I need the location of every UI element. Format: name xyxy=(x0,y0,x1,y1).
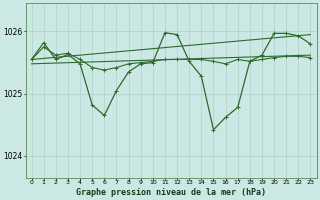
X-axis label: Graphe pression niveau de la mer (hPa): Graphe pression niveau de la mer (hPa) xyxy=(76,188,266,197)
